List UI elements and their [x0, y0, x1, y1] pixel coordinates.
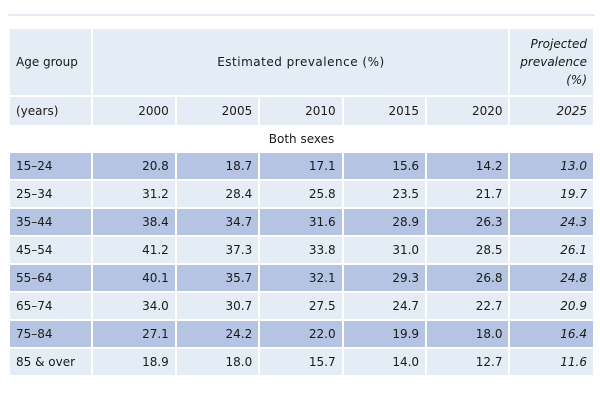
estimated-value-cell: 22.7 [427, 293, 509, 319]
estimated-value-cell: 15.6 [343, 153, 426, 179]
table-row: 65–74 34.0 30.7 27.5 24.7 22.7 20.9 [10, 293, 593, 319]
year-header: 2020 [427, 97, 509, 125]
estimated-value-cell: 30.7 [176, 293, 259, 319]
estimated-value-cell: 35.7 [176, 265, 259, 291]
projected-value-cell: 26.1 [510, 237, 593, 263]
estimated-value-cell: 18.0 [427, 321, 509, 347]
estimated-value-cell: 24.2 [176, 321, 259, 347]
projected-label-line-3: (%) [566, 73, 587, 87]
estimated-value-cell: 31.2 [93, 181, 175, 207]
estimated-value-cell: 27.5 [260, 293, 342, 319]
year-header: 2010 [260, 97, 342, 125]
table-row: 75–84 27.1 24.2 22.0 19.9 18.0 16.4 [10, 321, 593, 347]
age-group-header: Age group [10, 29, 92, 95]
table-row: 55–64 40.1 35.7 32.1 29.3 26.8 24.8 [10, 265, 593, 291]
table-row: 45–54 41.2 37.3 33.8 31.0 28.5 26.1 [10, 237, 593, 263]
estimated-value-cell: 15.7 [260, 349, 342, 375]
estimated-value-cell: 28.4 [176, 181, 259, 207]
estimated-value-cell: 14.0 [343, 349, 426, 375]
age-group-cell: 65–74 [10, 293, 92, 319]
age-group-cell: 25–34 [10, 181, 92, 207]
estimated-value-cell: 32.1 [260, 265, 342, 291]
table-row: 35–44 38.4 34.7 31.6 28.9 26.3 24.3 [10, 209, 593, 235]
estimated-value-cell: 41.2 [93, 237, 175, 263]
estimated-value-cell: 18.7 [176, 153, 259, 179]
estimated-value-cell: 38.4 [93, 209, 175, 235]
section-both-sexes: Both sexes [10, 127, 593, 151]
age-group-cell: 35–44 [10, 209, 92, 235]
projected-label-line-1: Projected [530, 37, 587, 51]
year-header: 2000 [93, 97, 175, 125]
estimated-value-cell: 19.9 [343, 321, 426, 347]
estimated-prevalence-header: Estimated prevalence (%) [93, 29, 509, 95]
projected-value-cell: 13.0 [510, 153, 593, 179]
estimated-value-cell: 34.7 [176, 209, 259, 235]
top-rule [8, 14, 595, 16]
estimated-value-cell: 31.0 [343, 237, 426, 263]
estimated-value-cell: 25.8 [260, 181, 342, 207]
estimated-value-cell: 28.5 [427, 237, 509, 263]
year-header: 2005 [176, 97, 259, 125]
estimated-value-cell: 22.0 [260, 321, 342, 347]
estimated-value-cell: 21.7 [427, 181, 509, 207]
estimated-value-cell: 40.1 [93, 265, 175, 291]
age-group-cell: 55–64 [10, 265, 92, 291]
estimated-value-cell: 26.3 [427, 209, 509, 235]
estimated-value-cell: 17.1 [260, 153, 342, 179]
table-row: 85 & over 18.9 18.0 15.7 14.0 12.7 11.6 [10, 349, 593, 375]
estimated-value-cell: 24.7 [343, 293, 426, 319]
projected-label-line-2: prevalence [520, 55, 587, 69]
projected-value-cell: 11.6 [510, 349, 593, 375]
prevalence-table: Age group Estimated prevalence (%) Proje… [8, 27, 595, 377]
projected-value-cell: 19.7 [510, 181, 593, 207]
projected-value-cell: 20.9 [510, 293, 593, 319]
estimated-value-cell: 27.1 [93, 321, 175, 347]
estimated-value-cell: 18.0 [176, 349, 259, 375]
age-group-cell: 85 & over [10, 349, 92, 375]
estimated-value-cell: 31.6 [260, 209, 342, 235]
table-row: 15–24 20.8 18.7 17.1 15.6 14.2 13.0 [10, 153, 593, 179]
estimated-value-cell: 26.8 [427, 265, 509, 291]
projected-prevalence-header: Projected prevalence (%) [510, 29, 593, 95]
estimated-value-cell: 28.9 [343, 209, 426, 235]
estimated-value-cell: 18.9 [93, 349, 175, 375]
estimated-prevalence-label: Estimated prevalence (%) [217, 55, 385, 69]
estimated-value-cell: 23.5 [343, 181, 426, 207]
projected-value-cell: 24.3 [510, 209, 593, 235]
table-row: 25–34 31.2 28.4 25.8 23.5 21.7 19.7 [10, 181, 593, 207]
age-group-label: Age group [16, 55, 78, 69]
projected-value-cell: 16.4 [510, 321, 593, 347]
estimated-value-cell: 29.3 [343, 265, 426, 291]
projected-year-header: 2025 [510, 97, 593, 125]
projected-value-cell: 24.8 [510, 265, 593, 291]
age-group-cell: 45–54 [10, 237, 92, 263]
age-group-cell: 15–24 [10, 153, 92, 179]
estimated-value-cell: 14.2 [427, 153, 509, 179]
years-label: (years) [16, 104, 59, 118]
estimated-value-cell: 20.8 [93, 153, 175, 179]
estimated-value-cell: 33.8 [260, 237, 342, 263]
estimated-value-cell: 37.3 [176, 237, 259, 263]
estimated-value-cell: 12.7 [427, 349, 509, 375]
estimated-value-cell: 34.0 [93, 293, 175, 319]
year-header: 2015 [343, 97, 426, 125]
years-header: (years) [10, 97, 92, 125]
age-group-cell: 75–84 [10, 321, 92, 347]
